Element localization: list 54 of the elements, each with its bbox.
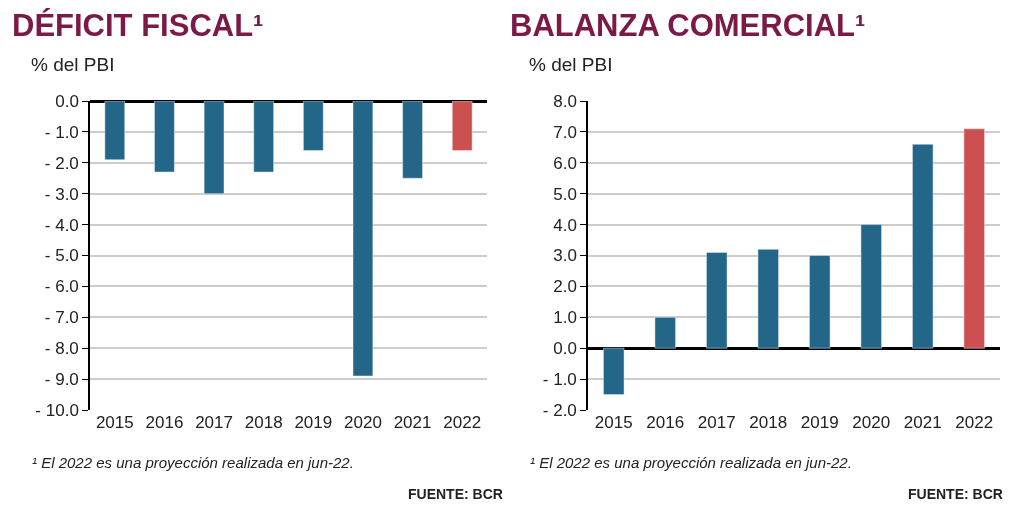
x-tick-label: 2021 — [903, 413, 942, 432]
y-tick-label: - 9.0 — [44, 370, 79, 390]
bar — [603, 347, 625, 395]
x-tick-label: 2020 — [852, 413, 891, 432]
y-tick-label: - 2.0 — [542, 400, 577, 420]
x-tick-label: 2021 — [393, 413, 432, 432]
source-note: FUENTE: BCR — [408, 486, 503, 502]
y-tick-label: 5.0 — [553, 184, 577, 204]
x-tick-label: 2020 — [344, 413, 382, 432]
bar — [912, 144, 934, 349]
text: ¹ El 2022 es una proyección realizada en jun-22. — [530, 454, 852, 471]
x-tick-label: 2019 — [294, 413, 333, 432]
y-tick-label: 2.0 — [553, 277, 577, 297]
x-tick-label: 2016 — [646, 413, 685, 432]
x-tick-label: 2016 — [145, 413, 184, 432]
x-tick-label: 2017 — [195, 413, 233, 432]
chart-subtitle: % del PBI — [529, 54, 613, 75]
x-tick-label: 2015 — [594, 413, 633, 432]
y-tick-label: 8.0 — [553, 91, 577, 111]
bar — [706, 252, 728, 349]
y-tick-label: 7.0 — [553, 122, 577, 142]
y-tick-label: 6.0 — [553, 153, 577, 173]
source-note: FUENTE: BCR — [908, 486, 1003, 502]
bar — [757, 249, 779, 349]
y-tick-label: - 6.0 — [44, 277, 79, 297]
x-tick-label: 2018 — [244, 413, 283, 432]
chart-title: DÉFICIT FISCAL¹ — [12, 8, 264, 43]
x-tick-label: 2018 — [749, 413, 788, 432]
y-tick-label: - 1.0 — [44, 122, 79, 142]
y-tick-label: 3.0 — [553, 246, 577, 266]
bar — [963, 128, 985, 349]
y-tick-label: - 10.0 — [35, 400, 79, 420]
bar — [654, 317, 676, 349]
x-tick-label: 2022 — [955, 413, 994, 432]
x-tick-label: 2022 — [443, 413, 482, 432]
text: ¹ El 2022 es una proyección realizada en jun-22. — [32, 454, 354, 471]
y-tick-label: 0.0 — [553, 339, 577, 359]
chart-subtitle: % del PBI — [31, 54, 115, 75]
y-tick-label: - 2.0 — [44, 153, 79, 173]
y-tick-label: 4.0 — [553, 215, 577, 235]
bar — [860, 224, 882, 349]
y-tick-label: - 1.0 — [542, 370, 577, 390]
x-tick-label: 2017 — [697, 413, 736, 432]
y-tick-label: - 7.0 — [44, 308, 79, 328]
y-tick-label: 0.0 — [55, 91, 79, 111]
x-tick-label: 2015 — [95, 413, 134, 432]
x-tick-label: 2019 — [800, 413, 839, 432]
bar — [809, 255, 831, 349]
y-tick-label: - 5.0 — [44, 246, 79, 266]
chart-title: BALANZA COMERCIAL¹ — [510, 8, 866, 43]
y-tick-label: - 4.0 — [44, 215, 79, 235]
y-tick-label: - 8.0 — [44, 339, 79, 359]
y-tick-label: 1.0 — [553, 308, 577, 328]
y-tick-label: - 3.0 — [44, 184, 79, 204]
